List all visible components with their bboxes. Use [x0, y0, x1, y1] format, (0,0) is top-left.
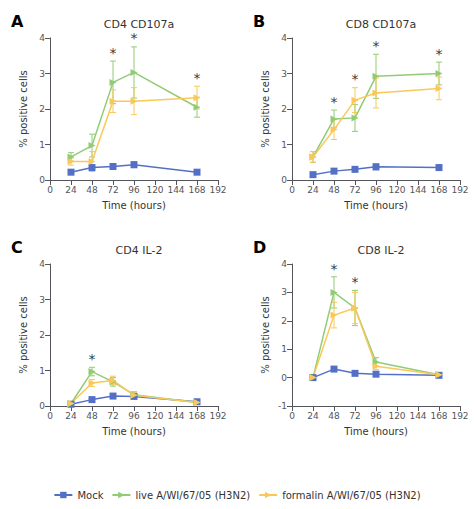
svg-text:144: 144: [167, 185, 184, 195]
svg-text:2: 2: [281, 104, 287, 114]
svg-text:A: A: [11, 12, 24, 31]
svg-text:*: *: [131, 30, 138, 46]
svg-text:1: 1: [281, 344, 287, 354]
svg-text:D: D: [253, 238, 266, 257]
svg-text:Time (hours): Time (hours): [101, 200, 166, 211]
svg-text:0: 0: [47, 185, 53, 195]
svg-text:2: 2: [281, 316, 287, 326]
svg-text:24: 24: [307, 185, 319, 195]
svg-text:CD4 IL-2: CD4 IL-2: [116, 244, 163, 257]
svg-text:96: 96: [370, 185, 382, 195]
svg-text:168: 168: [430, 185, 447, 195]
svg-text:72: 72: [107, 411, 118, 421]
svg-text:72: 72: [349, 185, 360, 195]
svg-text:192: 192: [209, 185, 226, 195]
svg-text:1: 1: [281, 140, 287, 150]
svg-text:*: *: [331, 261, 338, 277]
svg-text:0: 0: [39, 175, 45, 185]
svg-text:144: 144: [409, 411, 426, 421]
svg-text:live A/WI/67/05 (H3N2): live A/WI/67/05 (H3N2): [135, 490, 250, 501]
svg-text:4: 4: [281, 259, 287, 269]
svg-text:24: 24: [65, 185, 77, 195]
svg-text:24: 24: [65, 411, 77, 421]
svg-text:3: 3: [39, 69, 45, 79]
svg-text:*: *: [352, 274, 359, 290]
svg-text:*: *: [373, 38, 380, 54]
svg-text:120: 120: [388, 185, 405, 195]
svg-text:72: 72: [107, 185, 118, 195]
svg-text:3: 3: [281, 287, 287, 297]
svg-text:Time (hours): Time (hours): [343, 426, 408, 437]
svg-text:3: 3: [39, 295, 45, 305]
svg-text:% positive cells: % positive cells: [260, 70, 271, 148]
svg-text:96: 96: [128, 411, 140, 421]
svg-text:4: 4: [281, 33, 287, 43]
svg-text:48: 48: [328, 411, 340, 421]
svg-text:168: 168: [188, 411, 205, 421]
svg-text:1: 1: [39, 366, 45, 376]
svg-text:0: 0: [39, 401, 45, 411]
svg-text:0: 0: [47, 411, 53, 421]
svg-text:96: 96: [128, 185, 140, 195]
svg-text:formalin A/WI/67/05 (H3N2): formalin A/WI/67/05 (H3N2): [282, 490, 421, 501]
svg-text:168: 168: [188, 185, 205, 195]
svg-text:120: 120: [146, 185, 163, 195]
svg-text:% positive cells: % positive cells: [260, 296, 271, 374]
svg-text:Mock: Mock: [77, 490, 103, 501]
svg-text:3: 3: [281, 69, 287, 79]
svg-text:0: 0: [281, 373, 287, 383]
svg-text:4: 4: [39, 259, 45, 269]
svg-text:48: 48: [86, 411, 98, 421]
svg-text:168: 168: [430, 411, 447, 421]
svg-text:1: 1: [39, 140, 45, 150]
svg-text:0: 0: [289, 185, 295, 195]
svg-text:*: *: [194, 70, 201, 86]
svg-text:192: 192: [209, 411, 226, 421]
svg-text:*: *: [89, 351, 96, 367]
svg-text:Time (hours): Time (hours): [101, 426, 166, 437]
svg-text:72: 72: [349, 411, 360, 421]
svg-text:24: 24: [307, 411, 319, 421]
svg-text:CD8 CD107a: CD8 CD107a: [346, 18, 417, 31]
svg-text:96: 96: [370, 411, 382, 421]
svg-text:CD8 IL-2: CD8 IL-2: [358, 244, 405, 257]
svg-text:*: *: [352, 71, 359, 87]
svg-text:48: 48: [328, 185, 340, 195]
svg-text:2: 2: [39, 330, 45, 340]
svg-text:-1: -1: [278, 401, 287, 411]
svg-text:4: 4: [39, 33, 45, 43]
svg-text:0: 0: [281, 175, 287, 185]
svg-text:2: 2: [39, 104, 45, 114]
svg-text:B: B: [253, 12, 265, 31]
svg-text:CD4 CD107a: CD4 CD107a: [104, 18, 175, 31]
svg-text:144: 144: [167, 411, 184, 421]
svg-text:*: *: [110, 45, 117, 61]
svg-text:48: 48: [86, 185, 98, 195]
svg-text:120: 120: [146, 411, 163, 421]
svg-text:0: 0: [289, 411, 295, 421]
svg-text:% positive cells: % positive cells: [18, 70, 29, 148]
svg-text:144: 144: [409, 185, 426, 195]
svg-text:C: C: [11, 238, 23, 257]
svg-text:*: *: [436, 46, 443, 62]
svg-text:192: 192: [451, 411, 468, 421]
svg-text:120: 120: [388, 411, 405, 421]
svg-text:Time (hours): Time (hours): [343, 200, 408, 211]
svg-text:% positive cells: % positive cells: [18, 296, 29, 374]
svg-text:192: 192: [451, 185, 468, 195]
svg-text:*: *: [331, 94, 338, 110]
